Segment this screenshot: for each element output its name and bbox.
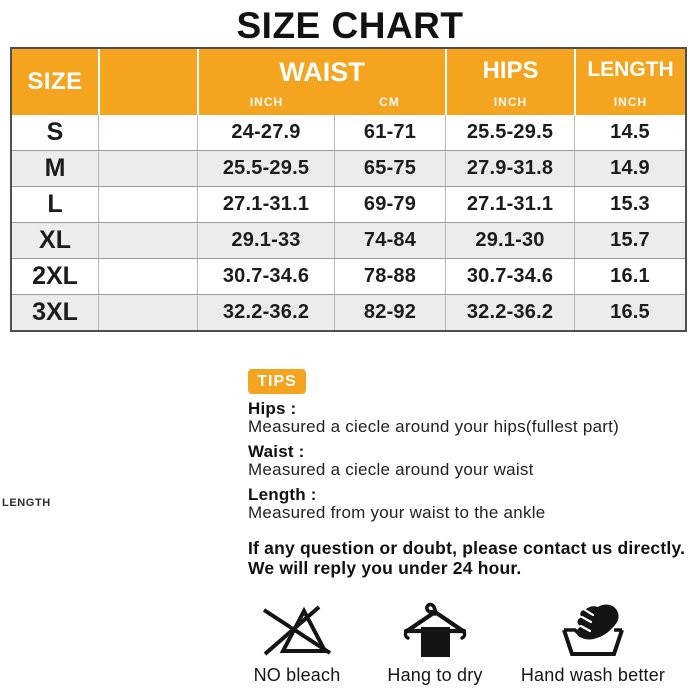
- cell-waist-cm: 74-84: [334, 223, 445, 258]
- tip-length-label: Length :: [248, 485, 317, 504]
- cell-size: L: [47, 190, 63, 218]
- cell-hips-inch: 27.9-31.8: [445, 151, 574, 186]
- header-length-unit-inch: INCH: [613, 95, 648, 109]
- cell-empty: [98, 259, 197, 294]
- header-length: LENGTH INCH: [574, 49, 685, 115]
- cell-waist-cm: 65-75: [334, 151, 445, 186]
- no-bleach-icon: [261, 602, 333, 660]
- care-item-hang-to-dry: Hang to dry: [355, 602, 515, 686]
- cell-hips-inch: 30.7-34.6: [445, 259, 574, 294]
- contact-line-2: We will reply you under 24 hour.: [248, 558, 522, 578]
- cell-waist-cm: 78-88: [334, 259, 445, 294]
- table-row-3xl: 3XL 32.2-36.2 82-92 32.2-36.2 16.5: [12, 294, 685, 330]
- header-empty-cell: [98, 49, 197, 115]
- hanger-icon: [403, 602, 467, 660]
- cell-length-inch: 14.9: [574, 151, 685, 186]
- cell-waist-cm: 82-92: [334, 295, 445, 330]
- table-row-s: S 24-27.9 61-71 25.5-29.5 14.5: [12, 115, 685, 150]
- care-label: Hang to dry: [387, 665, 483, 685]
- cell-empty: [98, 115, 197, 150]
- tip-length-desc: Measured from your waist to the ankle: [248, 503, 546, 522]
- cell-length-inch: 15.7: [574, 223, 685, 258]
- header-hips: HIPS INCH: [445, 49, 574, 115]
- header-waist-label: WAIST: [279, 57, 365, 87]
- cell-waist-cm: 61-71: [334, 115, 445, 150]
- cell-hips-inch: 29.1-30: [445, 223, 574, 258]
- cell-waist-cm: 69-79: [334, 187, 445, 222]
- tip-waist-desc: Measured a ciecle around your waist: [248, 460, 534, 479]
- hand-wash-icon: [562, 602, 624, 660]
- care-item-hand-wash: Hand wash better: [513, 602, 673, 686]
- cell-waist-inch: 29.1-33: [197, 223, 334, 258]
- page-title: SIZE CHART: [236, 5, 464, 46]
- contact-note: If any question or doubt, please contact…: [248, 538, 700, 578]
- cell-hips-inch: 25.5-29.5: [445, 115, 574, 150]
- cell-hips-inch: 32.2-36.2: [445, 295, 574, 330]
- cell-waist-inch: 25.5-29.5: [197, 151, 334, 186]
- cell-waist-inch: 27.1-31.1: [197, 187, 334, 222]
- cell-empty: [98, 295, 197, 330]
- header-waist-unit-inch: INCH: [249, 95, 284, 109]
- cell-size: XL: [39, 226, 71, 254]
- table-row-m: M 25.5-29.5 65-75 27.9-31.8 14.9: [12, 150, 685, 186]
- tips-badge: TIPS: [248, 369, 306, 394]
- header-hips-label: HIPS: [482, 57, 539, 84]
- care-label: NO bleach: [253, 665, 341, 685]
- header-waist-unit-cm: CM: [379, 95, 400, 109]
- care-item-no-bleach: NO bleach: [217, 602, 377, 686]
- cell-empty: [98, 151, 197, 186]
- care-label: Hand wash better: [520, 665, 666, 685]
- cell-size: M: [44, 154, 66, 182]
- cell-size: 3XL: [32, 298, 78, 326]
- cell-length-inch: 16.1: [574, 259, 685, 294]
- cell-waist-inch: 32.2-36.2: [197, 295, 334, 330]
- header-length-label: LENGTH: [587, 58, 674, 81]
- size-table: SIZE WAIST INCH CM HIPS INCH LENGTH INCH…: [10, 47, 687, 332]
- cell-size: S: [46, 118, 64, 146]
- size-table-body: S 24-27.9 61-71 25.5-29.5 14.5 M 25.5-29…: [12, 115, 685, 330]
- size-table-header: SIZE WAIST INCH CM HIPS INCH LENGTH INCH: [12, 49, 685, 115]
- cell-waist-inch: 30.7-34.6: [197, 259, 334, 294]
- header-waist: WAIST INCH CM: [197, 49, 445, 115]
- cell-size: 2XL: [32, 262, 78, 290]
- table-row-2xl: 2XL 30.7-34.6 78-88 30.7-34.6 16.1: [12, 258, 685, 294]
- cell-length-inch: 14.5: [574, 115, 685, 150]
- cell-hips-inch: 27.1-31.1: [445, 187, 574, 222]
- tips-section: Hips : Measured a ciecle around your hip…: [248, 399, 700, 578]
- garment-length-label: LENGTH: [2, 497, 51, 509]
- table-row-l: L 27.1-31.1 69-79 27.1-31.1 15.3: [12, 186, 685, 222]
- header-size: SIZE: [27, 68, 83, 95]
- cell-empty: [98, 223, 197, 258]
- cell-waist-inch: 24-27.9: [197, 115, 334, 150]
- tip-hips-label: Hips :: [248, 399, 297, 418]
- table-row-xl: XL 29.1-33 74-84 29.1-30 15.7: [12, 222, 685, 258]
- contact-line-1: If any question or doubt, please contact…: [248, 538, 686, 558]
- cell-length-inch: 15.3: [574, 187, 685, 222]
- tip-waist-label: Waist :: [248, 442, 305, 461]
- tip-hips-desc: Measured a ciecle around your hips(fulle…: [248, 417, 620, 436]
- header-hips-unit-inch: INCH: [493, 95, 528, 109]
- cell-empty: [98, 187, 197, 222]
- cell-length-inch: 16.5: [574, 295, 685, 330]
